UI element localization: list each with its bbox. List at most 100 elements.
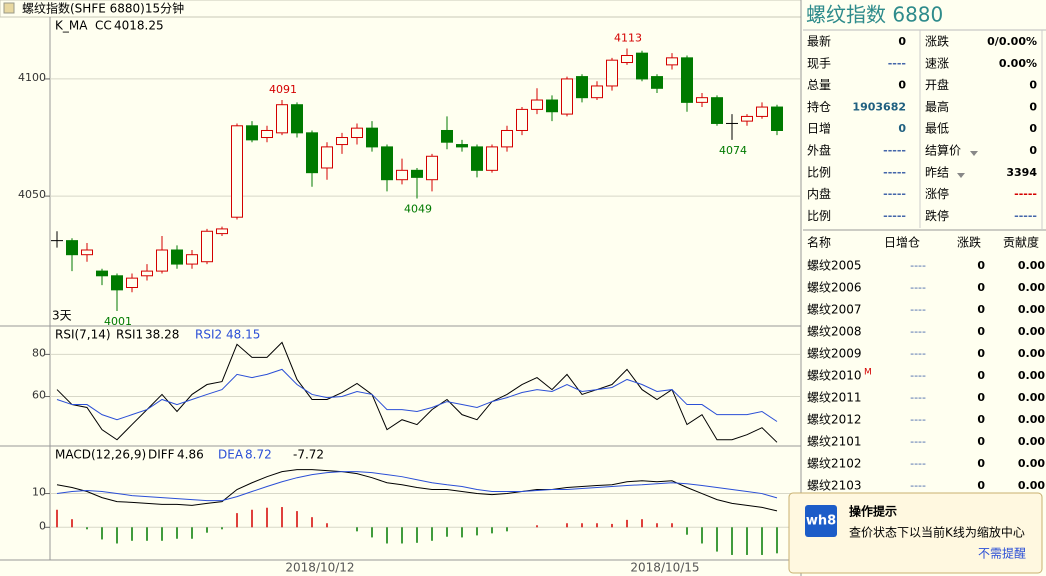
extreme-label: 4049 — [404, 202, 432, 215]
dea-name: DEA — [218, 448, 244, 462]
candle-body — [456, 144, 468, 148]
candle-body — [231, 125, 243, 218]
dropdown-icon[interactable] — [970, 151, 978, 156]
quote-value: 0 — [898, 79, 906, 92]
quote-label: 速涨 — [925, 55, 949, 70]
contract-contribution: 0.00 — [1018, 413, 1045, 426]
cc-label: CC — [95, 19, 112, 33]
extreme-label: 4113 — [614, 31, 642, 44]
quote-value: 0/0.00% — [987, 35, 1037, 48]
y-tick-label: 4100 — [18, 71, 46, 84]
quote-label: 结算价 — [925, 143, 961, 158]
contract-change: 0 — [977, 259, 985, 272]
main-label: K_MA — [55, 19, 88, 33]
candle-body — [636, 52, 648, 80]
contract-contribution: 0.00 — [1018, 457, 1045, 470]
quote-label: 最低 — [925, 122, 949, 136]
candle-body — [126, 277, 138, 289]
candle-body — [531, 99, 543, 110]
popup-message: 查价状态下以当前K线为缩放中心 — [849, 525, 1025, 540]
rsi1-value: 38.28 — [145, 328, 179, 342]
candle-body — [501, 129, 513, 148]
quote-value: 0 — [1029, 100, 1037, 113]
diff-name: DIFF — [148, 448, 175, 462]
quote-label: 内盘 — [807, 186, 831, 201]
contract-contribution: 0.00 — [1018, 259, 1045, 272]
quote-value: 0 — [1029, 79, 1037, 92]
quote-value: ---- — [888, 57, 906, 70]
candle-body — [246, 125, 258, 141]
candle-body — [441, 129, 453, 143]
contract-name: 螺纹2010 — [807, 369, 862, 383]
macd-value: -7.72 — [293, 448, 324, 462]
quote-label: 日增 — [807, 122, 831, 136]
contract-name: 螺纹2102 — [807, 457, 862, 471]
contract-change-oi: ---- — [910, 303, 926, 316]
candle-body — [396, 169, 408, 181]
candle-body — [96, 270, 108, 277]
contract-name: 螺纹2011 — [807, 391, 862, 405]
x-tick-label: 2018/10/15 — [630, 561, 699, 575]
contract-contribution: 0.00 — [1018, 325, 1045, 338]
dropdown-icon[interactable] — [957, 173, 965, 178]
contract-change: 0 — [977, 391, 985, 404]
contract-change-oi: ---- — [910, 457, 926, 470]
candle-body — [426, 155, 438, 181]
candle-body — [111, 275, 123, 291]
candle-body — [411, 169, 423, 178]
window-title: 螺纹指数(SHFE 6880)15分钟 — [22, 1, 184, 16]
quote-label: 持仓 — [807, 99, 831, 114]
rsi1-name: RSI1 — [116, 328, 143, 342]
y-tick-label: 80 — [32, 346, 46, 359]
candle-body — [141, 270, 153, 277]
candle-body — [591, 85, 603, 99]
y-tick-label: 0 — [39, 519, 46, 532]
indicator-line — [56, 469, 778, 512]
quote-value: 0.00% — [999, 57, 1037, 70]
cc-value: 4018.25 — [114, 19, 164, 33]
quote-value: ----- — [1014, 188, 1037, 201]
contract-contribution: 0.00 — [1018, 303, 1045, 316]
rsi2-name: RSI2 — [195, 328, 222, 342]
contract-name: 螺纹2008 — [807, 325, 862, 339]
quote-label: 跌停 — [925, 208, 949, 223]
candle-body — [651, 76, 663, 89]
contract-change-oi: ---- — [910, 369, 926, 382]
indicator-line — [56, 341, 778, 443]
y-tick-label: 4050 — [18, 188, 46, 201]
candle-body — [291, 104, 303, 134]
contract-contribution: 0.00 — [1018, 391, 1045, 404]
popup-logo — [805, 505, 837, 537]
candle-body — [471, 146, 483, 171]
indicator-line — [56, 471, 778, 502]
candle-body — [81, 249, 93, 256]
quote-value: ----- — [883, 188, 906, 201]
quote-value: ----- — [883, 209, 906, 222]
contract-contribution: 0.00 — [1018, 369, 1045, 382]
contract-change: 0 — [977, 413, 985, 426]
contract-change: 0 — [977, 303, 985, 316]
contract-change: 0 — [977, 457, 985, 470]
contract-name: 螺纹2101 — [807, 435, 862, 449]
contract-name: 螺纹2007 — [807, 303, 862, 317]
quote-value: ----- — [883, 166, 906, 179]
quote-label: 昨结 — [925, 165, 949, 179]
extreme-label: 4001 — [104, 315, 132, 328]
window-icon — [3, 2, 15, 14]
contract-change-oi: ---- — [910, 413, 926, 426]
candle-body — [621, 54, 633, 64]
contract-contribution: 0.00 — [1018, 435, 1045, 448]
popup-dismiss[interactable]: 不需提醒 — [978, 546, 1026, 561]
candle-body — [336, 137, 348, 146]
contract-name: 螺纹2103 — [807, 479, 862, 493]
candle-body — [366, 127, 378, 148]
dea-value: 8.72 — [245, 448, 272, 462]
quote-label: 涨跌 — [925, 34, 949, 49]
candle-body — [201, 230, 213, 263]
candle-body — [561, 78, 573, 115]
quote-value: 0 — [898, 35, 906, 48]
candle-body — [276, 104, 288, 134]
